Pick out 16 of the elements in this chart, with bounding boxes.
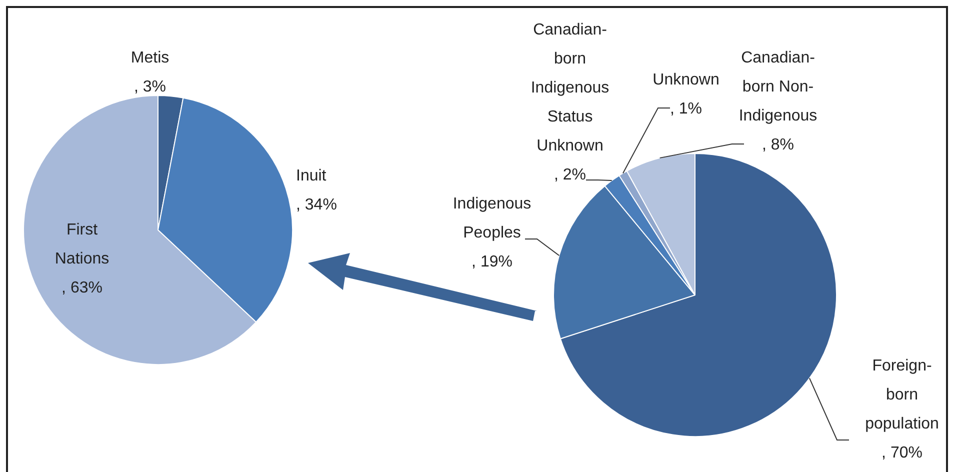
- data-label: , 2%: [554, 166, 586, 184]
- data-label: , 3%: [134, 78, 166, 96]
- slice-label: Canadian-born Non-Indigenous: [738, 49, 818, 124]
- slice-label: First Nations: [54, 221, 110, 268]
- slice-label: Canadian-born Indigenous Status Unknown: [530, 21, 610, 154]
- slice-label: Foreign-born population: [865, 357, 939, 432]
- slice-label: Inuit: [296, 167, 327, 184]
- data-label: , 8%: [762, 136, 794, 154]
- data-label: , 63%: [62, 279, 102, 296]
- slice-label: Indigenous Peoples: [452, 195, 532, 242]
- slice-label: Metis: [130, 49, 170, 66]
- slice-label: Unknown: [652, 71, 720, 88]
- data-label: , 1%: [670, 100, 702, 118]
- data-label: , 19%: [472, 253, 512, 270]
- data-label: , 34%: [296, 196, 337, 214]
- data-label: , 70%: [882, 444, 922, 462]
